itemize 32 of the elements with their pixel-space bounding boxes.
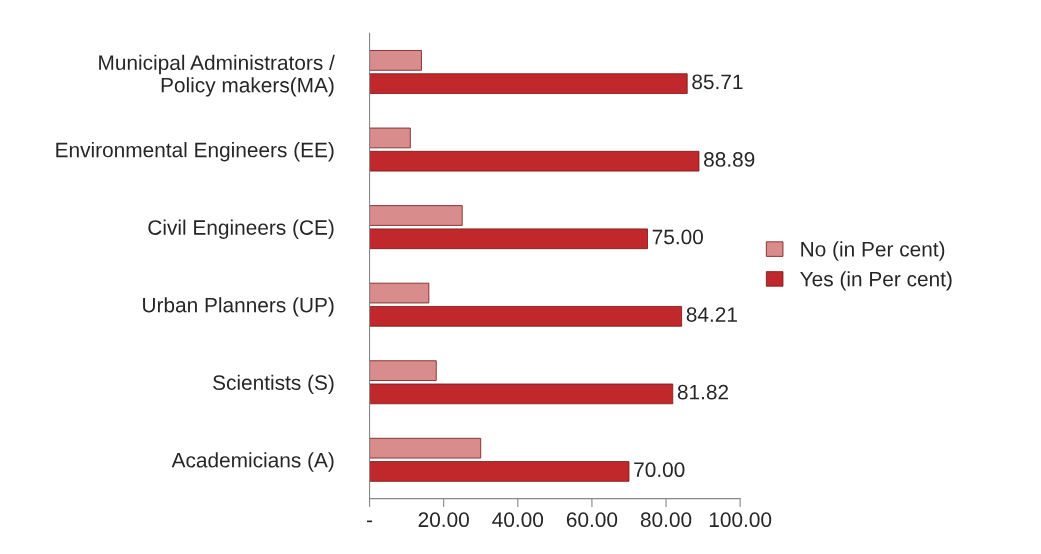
y-tick-label: Civil Engineers (CE) [148, 219, 334, 240]
bar [369, 205, 463, 226]
x-tick-label: 60.00 [566, 512, 618, 528]
data-label: 85.71 [692, 74, 743, 90]
x-tick-label: 20.00 [418, 512, 469, 528]
data-label: 75.00 [652, 229, 703, 245]
bar [369, 360, 437, 381]
data-label: 70.00 [634, 462, 685, 478]
bar [369, 150, 700, 172]
y-tick-label: Municipal Administrators / Policy makers(MA) [99, 54, 335, 97]
y-tick-label: Academicians (A) [171, 452, 334, 472]
bar [369, 50, 422, 71]
bar [369, 73, 688, 94]
legend-label: No (in Per cent) [801, 241, 945, 261]
bar [369, 228, 648, 250]
legend-label: Yes (in Per cent) [800, 271, 952, 291]
x-tick-label: 80.00 [640, 512, 692, 528]
x-tick-label: 40.00 [492, 512, 544, 528]
data-label: 81.82 [677, 384, 729, 400]
data-label: 84.21 [686, 307, 737, 322]
bar [369, 306, 683, 327]
x-tick-label: 100.00 [709, 512, 772, 528]
bar [369, 127, 411, 149]
y-tick-label: Urban Planners (UP) [143, 297, 334, 317]
x-tick-label: - [367, 520, 373, 523]
y-tick-label: Environmental Engineers (EE) [56, 142, 334, 162]
data-label: 88.89 [704, 152, 755, 167]
bar [369, 282, 430, 304]
y-tick-label: Scientists (S) [213, 374, 334, 395]
bar [369, 437, 482, 459]
bar [369, 383, 674, 405]
bar [369, 461, 630, 482]
